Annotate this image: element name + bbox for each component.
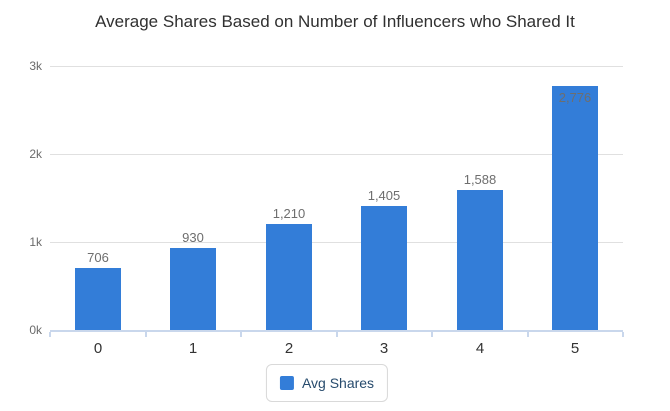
x-axis-label: 3	[379, 340, 389, 357]
legend-item-avg-shares[interactable]: Avg Shares	[279, 375, 375, 391]
x-axis-tick	[527, 332, 529, 337]
bar-value-label: 930	[182, 230, 204, 245]
bar-value-label: 1,405	[367, 188, 401, 203]
x-axis-line	[50, 330, 623, 332]
bar-5[interactable]	[552, 86, 598, 330]
bar-3[interactable]	[361, 206, 407, 330]
gridline	[50, 66, 623, 67]
x-axis-tick	[431, 332, 433, 337]
y-axis-label: 3k	[29, 59, 42, 73]
bar-1[interactable]	[170, 248, 216, 330]
y-axis-label: 0k	[29, 323, 42, 337]
bar-4[interactable]	[457, 190, 503, 330]
x-axis-tick	[622, 332, 624, 337]
legend-swatch-icon	[279, 376, 294, 390]
bar-value-label: 1,588	[463, 172, 497, 187]
bar-2[interactable]	[266, 224, 312, 330]
bar-value-label: 2,776	[558, 90, 592, 105]
bar-value-label: 1,210	[272, 206, 306, 221]
x-axis-tick	[240, 332, 242, 337]
x-axis-tick	[336, 332, 338, 337]
gridline	[50, 154, 623, 155]
bar-value-label: 706	[87, 250, 109, 265]
gridline	[50, 242, 623, 243]
legend-item-label: Avg Shares	[301, 375, 375, 391]
bar-0[interactable]	[75, 268, 121, 330]
x-axis-tick	[145, 332, 147, 337]
x-axis-label: 2	[284, 340, 294, 357]
legend-box: Avg Shares	[265, 364, 389, 402]
y-axis-label: 2k	[29, 147, 42, 161]
y-axis-label: 1k	[29, 235, 42, 249]
x-axis-label: 1	[188, 340, 198, 357]
x-axis-label: 4	[475, 340, 485, 357]
x-axis-label: 0	[93, 340, 103, 357]
x-axis-label: 5	[570, 340, 580, 357]
x-axis-tick	[49, 332, 51, 337]
chart-title: Average Shares Based on Number of Influe…	[95, 12, 575, 31]
